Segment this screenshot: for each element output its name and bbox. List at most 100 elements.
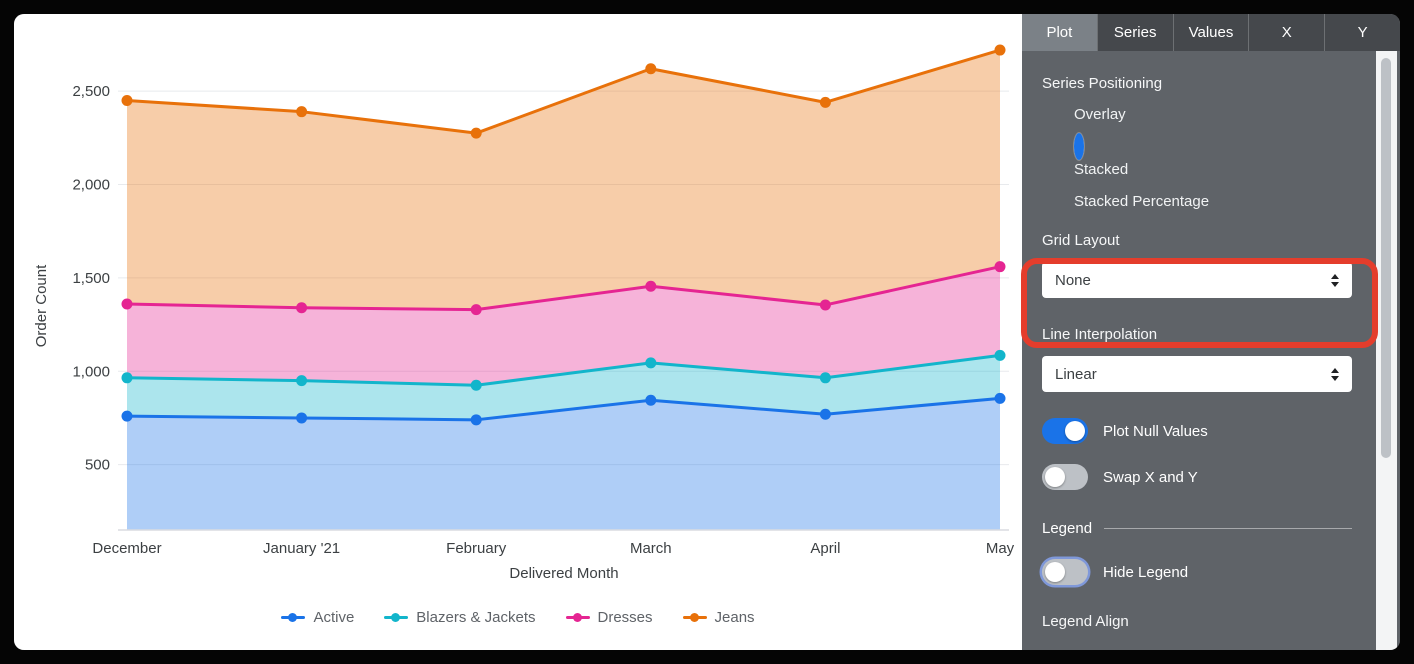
legend-label: Jeans [714, 609, 755, 626]
x-tick-label: February [446, 540, 507, 557]
series-line-Jeans [125, 48, 1002, 135]
radio-option-overlay[interactable]: Overlay [1074, 106, 1352, 123]
area-band-Dresses [127, 266, 1000, 386]
radio-label: Overlay [1074, 106, 1126, 123]
hide-legend-row: Hide Legend [1042, 559, 1352, 585]
swap-x-y-row: Swap X and Y [1042, 464, 1352, 490]
legend-item-Active[interactable]: Active [281, 609, 354, 626]
grid-layout-value: None [1055, 271, 1091, 289]
data-point[interactable] [819, 408, 831, 420]
y-tick-label: 2,500 [72, 83, 110, 100]
radio-option-stacked-percentage[interactable]: Stacked Percentage [1074, 193, 1352, 210]
legend-item-Jeans[interactable]: Jeans [682, 609, 755, 626]
x-tick-label: April [810, 540, 840, 557]
toggle-knob [1065, 421, 1085, 441]
data-point[interactable] [296, 106, 308, 118]
plot-null-values-label: Plot Null Values [1103, 422, 1208, 440]
tab-x[interactable]: X [1248, 14, 1324, 51]
select-updown-icon [1331, 273, 1339, 287]
grid-layout-label: Grid Layout [1042, 232, 1120, 249]
viz-settings-panel: Plot Series Values X Y Series Positionin… [1022, 14, 1400, 650]
legend-align-label: Legend Align [1042, 613, 1129, 630]
panel-body: Series Positioning Overlay Stacked Stack… [1022, 51, 1400, 650]
data-point[interactable] [645, 394, 657, 406]
data-point[interactable] [296, 302, 308, 314]
tab-series[interactable]: Series [1096, 14, 1173, 51]
grid-layout-select[interactable]: None [1042, 262, 1352, 298]
chart-area: 500 1,000 1,500 2,000 2,500 December January '… [14, 14, 1022, 650]
line-interpolation-label: Line Interpolation [1042, 326, 1158, 343]
data-point[interactable] [994, 261, 1006, 273]
data-point[interactable] [470, 304, 482, 316]
legend-label: Active [313, 609, 355, 626]
data-point[interactable] [645, 280, 657, 292]
data-point[interactable] [121, 372, 133, 384]
tab-y[interactable]: Y [1324, 14, 1400, 51]
area-band-Blazers & Jackets [127, 355, 1000, 420]
y-tick-label: 1,500 [72, 270, 110, 287]
radio-label: Stacked [1074, 161, 1129, 178]
legend-section-header: Legend [1042, 520, 1352, 537]
legend-marker-icon [281, 612, 306, 624]
data-point[interactable] [994, 392, 1006, 404]
data-point[interactable] [819, 96, 831, 108]
line-interpolation-select[interactable]: Linear [1042, 356, 1352, 392]
data-point[interactable] [470, 414, 482, 426]
swap-x-y-toggle[interactable] [1042, 464, 1088, 490]
data-point[interactable] [121, 94, 133, 106]
hide-legend-label: Hide Legend [1103, 563, 1189, 581]
legend-item-Dresses[interactable]: Dresses [565, 609, 653, 626]
data-point[interactable] [645, 63, 657, 75]
data-point[interactable] [819, 372, 831, 384]
data-point[interactable] [819, 299, 831, 311]
series-line-Dresses [125, 265, 1002, 312]
hide-legend-toggle[interactable] [1042, 559, 1088, 585]
panel-scrollbar-thumb[interactable] [1381, 58, 1391, 458]
y-tick-label: 2,000 [72, 177, 110, 194]
data-point[interactable] [296, 375, 308, 387]
toggle-knob [1045, 562, 1065, 582]
series-line-Active [125, 396, 1002, 422]
data-point[interactable] [470, 379, 482, 391]
y-tick-label: 500 [85, 457, 110, 474]
legend-marker-icon [384, 612, 409, 624]
stacked-area-chart: 500 1,000 1,500 2,000 2,500 December January '… [33, 44, 1015, 582]
data-point[interactable] [296, 412, 308, 424]
x-axis-title: Delivered Month [509, 565, 618, 582]
area-band-Jeans [127, 50, 1000, 310]
x-tick-label: January '21 [263, 540, 340, 557]
tab-values[interactable]: Values [1172, 14, 1249, 51]
app-window: 500 1,000 1,500 2,000 2,500 December January '… [14, 14, 1400, 650]
swap-x-y-label: Swap X and Y [1103, 468, 1198, 486]
data-point[interactable] [994, 44, 1006, 56]
data-point[interactable] [994, 349, 1006, 361]
legend-marker-icon [565, 612, 590, 624]
tab-plot[interactable]: Plot [1022, 14, 1097, 51]
y-tick-label: 1,000 [72, 363, 110, 380]
x-tick-label: March [630, 540, 672, 557]
chart-legend: Active Blazers & Jackets Dresses Jeans [14, 609, 1022, 626]
toggle-knob [1045, 467, 1065, 487]
select-updown-icon [1331, 367, 1339, 381]
line-interpolation-value: Linear [1055, 365, 1097, 383]
legend-label: Blazers & Jackets [416, 609, 536, 626]
data-point[interactable] [121, 298, 133, 310]
y-axis-title: Order Count [33, 264, 50, 347]
data-point[interactable] [645, 357, 657, 369]
x-tick-label: December [92, 540, 161, 557]
panel-tabbar: Plot Series Values X Y [1022, 14, 1400, 51]
radio-button[interactable] [1074, 133, 1084, 160]
legend-marker-icon [682, 612, 707, 624]
section-divider [1104, 528, 1352, 529]
plot-null-values-toggle[interactable] [1042, 418, 1088, 444]
panel-scrollbar-track[interactable] [1376, 51, 1397, 650]
data-point[interactable] [121, 410, 133, 422]
radio-option-stacked[interactable]: Stacked [1074, 133, 1352, 178]
series-positioning-label: Series Positioning [1042, 75, 1163, 92]
x-tick-label: May [986, 540, 1015, 557]
plot-null-values-row: Plot Null Values [1042, 418, 1352, 444]
area-band-Active [127, 398, 1000, 530]
legend-item-Blazers & Jackets[interactable]: Blazers & Jackets [384, 609, 536, 626]
data-point[interactable] [470, 127, 482, 139]
radio-label: Stacked Percentage [1074, 193, 1210, 210]
